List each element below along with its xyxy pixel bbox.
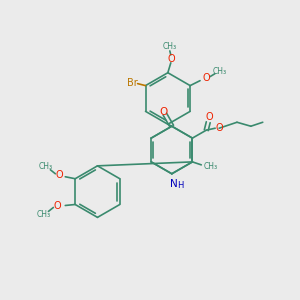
Text: CH₃: CH₃ <box>213 67 227 76</box>
Text: O: O <box>206 112 213 122</box>
Text: O: O <box>168 54 176 64</box>
Text: O: O <box>56 170 63 180</box>
Text: O: O <box>215 123 223 133</box>
Text: O: O <box>53 202 61 212</box>
Text: CH₃: CH₃ <box>38 162 52 171</box>
Text: CH₃: CH₃ <box>163 43 177 52</box>
Text: H: H <box>178 181 184 190</box>
Text: N: N <box>170 179 178 189</box>
Text: CH₃: CH₃ <box>36 210 50 219</box>
Text: O: O <box>202 73 210 83</box>
Text: Br: Br <box>127 78 138 88</box>
Text: O: O <box>160 107 168 118</box>
Text: CH₃: CH₃ <box>203 162 217 171</box>
